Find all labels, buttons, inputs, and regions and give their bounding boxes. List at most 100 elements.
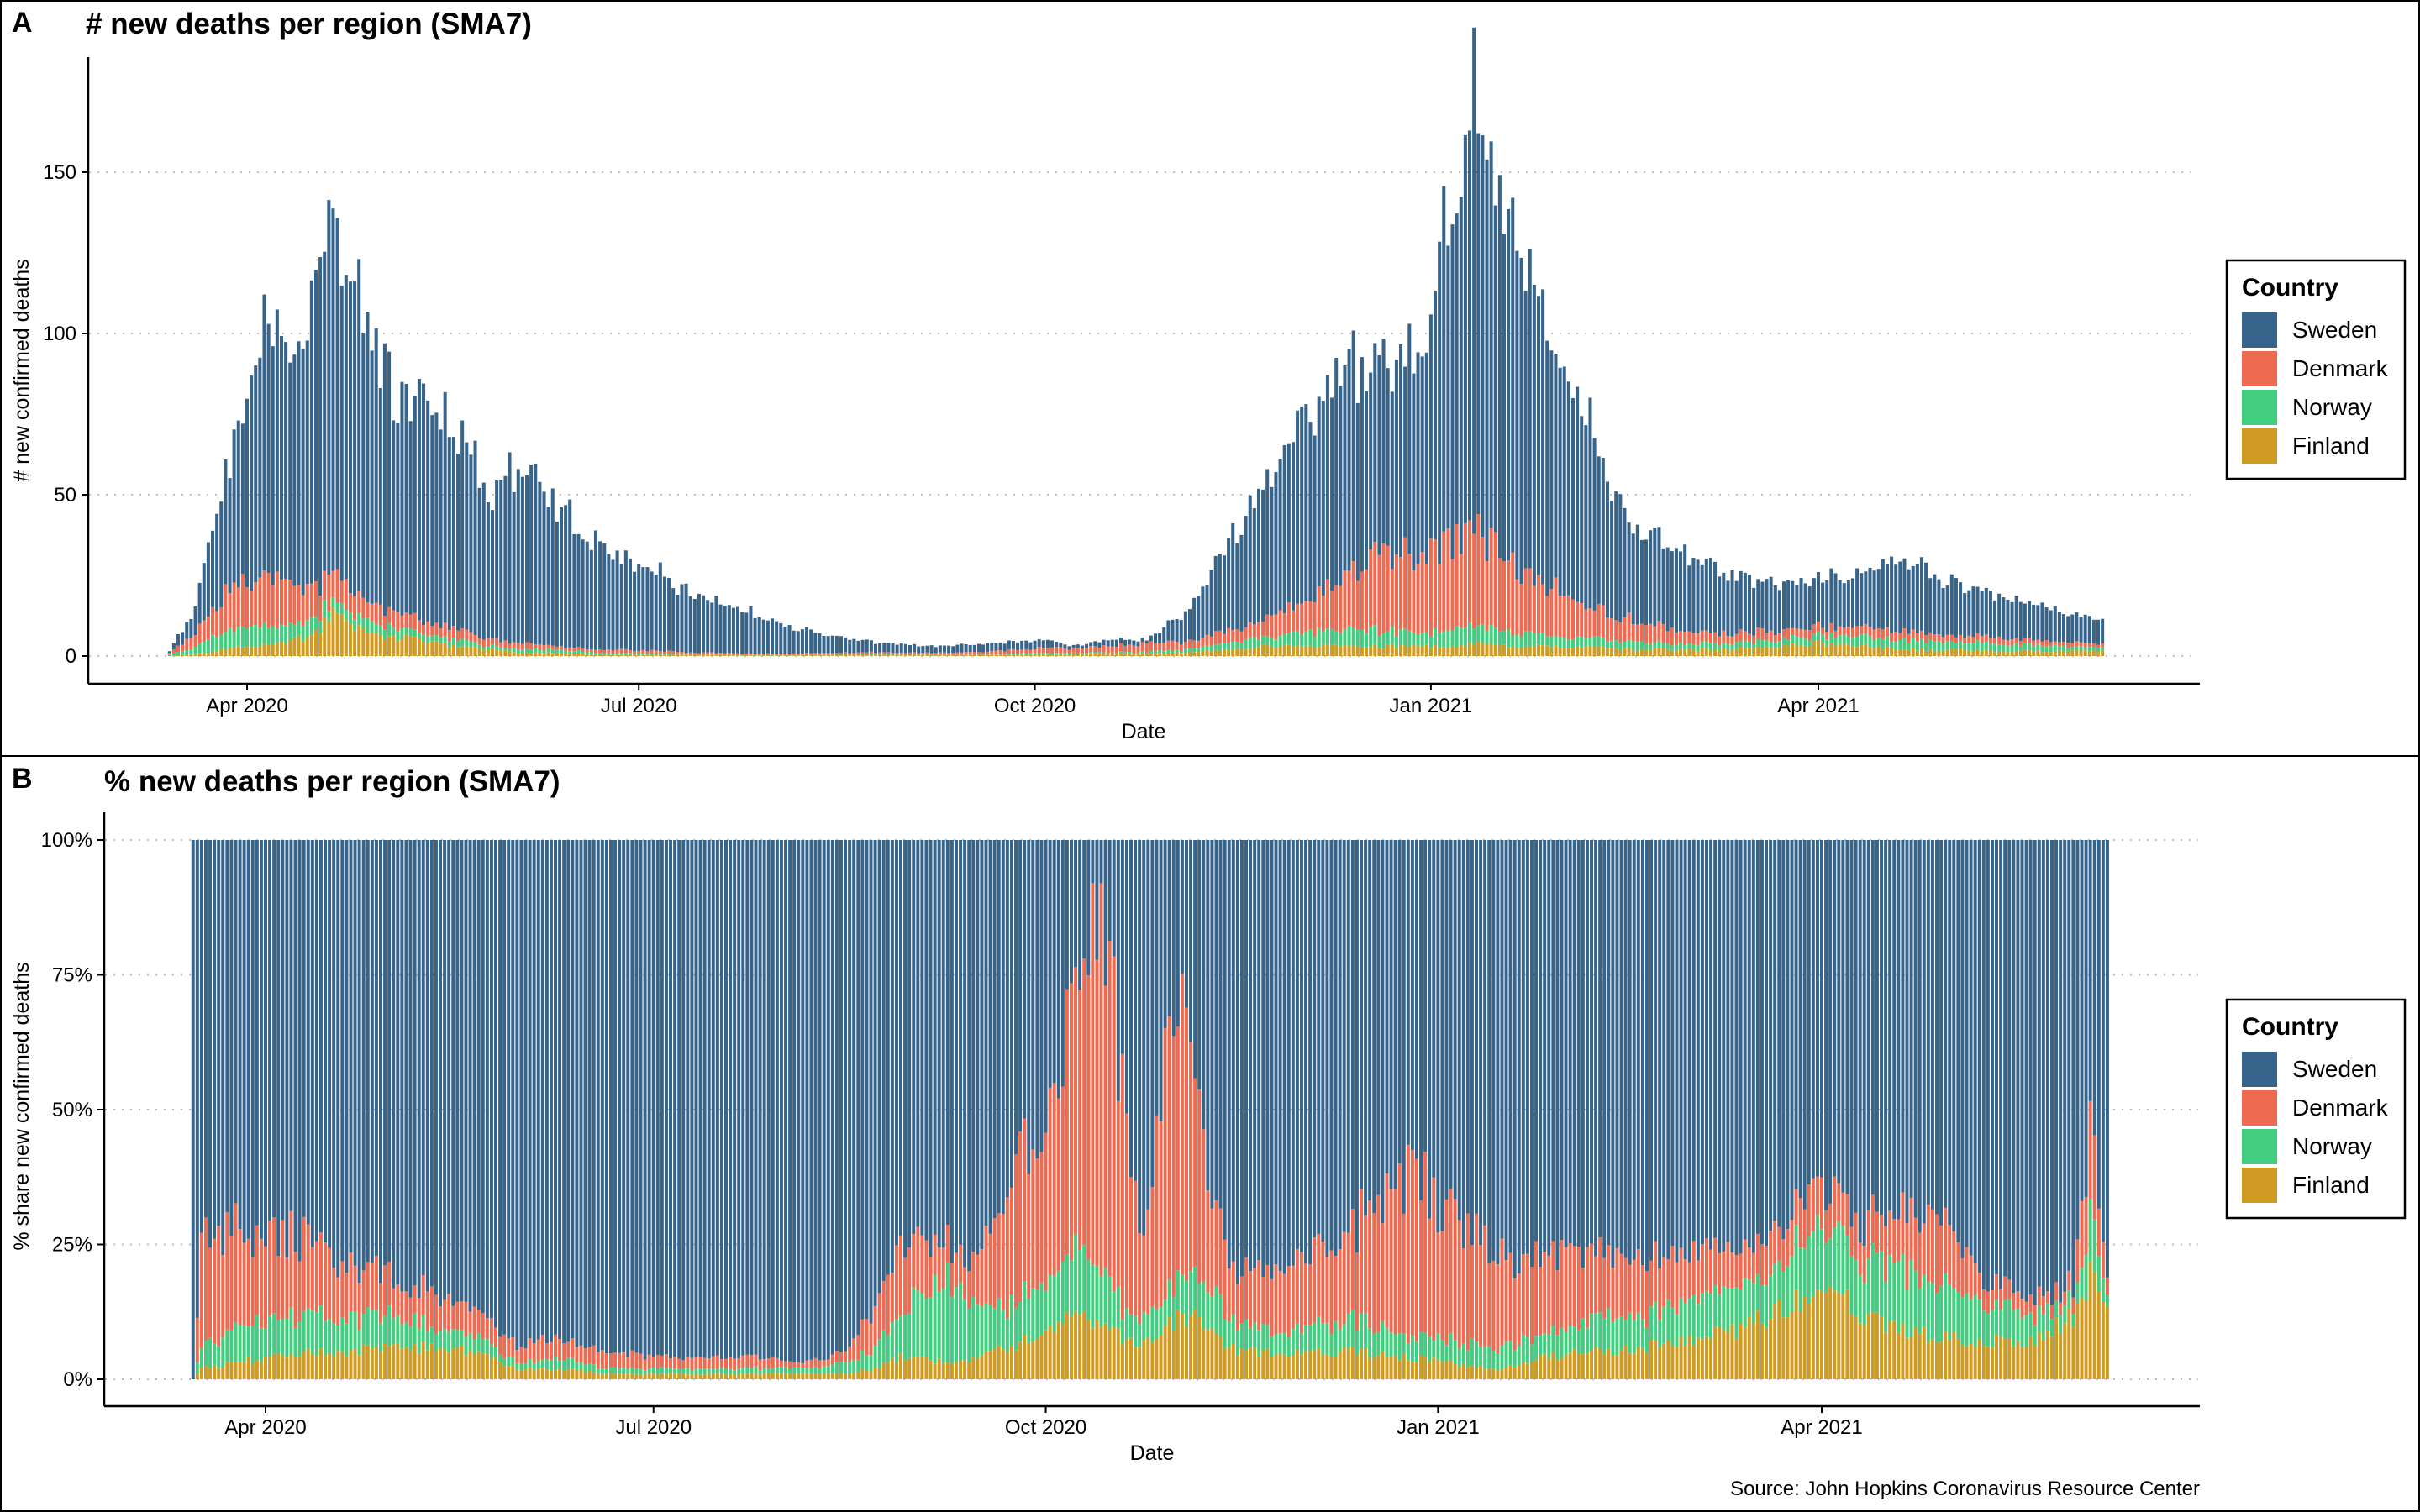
bar-sweden: [331, 208, 335, 571]
bar-finland: [481, 650, 486, 656]
bar-finland: [1562, 648, 1566, 656]
bar-sweden: [1377, 354, 1381, 555]
bar-denmark: [1866, 1210, 1870, 1259]
bar-finland: [213, 1364, 217, 1379]
bar-denmark: [1286, 602, 1291, 633]
bar-sweden: [1252, 508, 1256, 625]
bar-sweden: [585, 541, 589, 650]
bar-finland: [1786, 1317, 1790, 1379]
bar-finland: [366, 1345, 370, 1379]
bar-sweden: [852, 840, 856, 1339]
bar-denmark: [1218, 630, 1222, 644]
bar-denmark: [886, 1274, 890, 1336]
bar-norway: [1440, 1339, 1444, 1362]
bar-norway: [197, 643, 202, 654]
bar-norway: [960, 654, 964, 656]
bar-sweden: [1368, 840, 1372, 1201]
bar-sweden: [1339, 386, 1343, 586]
bar-sweden: [1001, 840, 1005, 1215]
bar-sweden: [809, 629, 813, 654]
bar-norway: [1837, 1221, 1841, 1293]
bar-denmark: [366, 1262, 370, 1308]
bar-sweden: [357, 259, 361, 591]
bar-sweden: [1566, 381, 1570, 596]
bar-denmark: [834, 653, 839, 654]
bar-norway: [336, 1325, 340, 1352]
bar-sweden: [1782, 581, 1786, 630]
chart-title-a: # new deaths per region (SMA7): [86, 8, 532, 40]
bar-finland: [1756, 646, 1760, 656]
bar-norway: [765, 654, 770, 656]
bar-denmark: [822, 1360, 826, 1367]
bar-norway: [1905, 1290, 1909, 1338]
bar-denmark: [1918, 1232, 1922, 1289]
bar-finland: [634, 1374, 639, 1379]
bar-finland: [727, 655, 731, 656]
bar-denmark: [228, 593, 232, 628]
bar-denmark: [1988, 638, 1992, 644]
bar-finland: [1468, 642, 1472, 656]
bar-finland: [589, 654, 593, 656]
bar-norway: [796, 654, 800, 656]
bar-sweden: [1369, 372, 1373, 550]
bar-finland: [1296, 645, 1300, 656]
bar-norway: [1005, 1318, 1009, 1353]
bar-finland: [1825, 646, 1829, 656]
bar-finland: [766, 1373, 771, 1379]
bar-norway: [750, 1368, 754, 1373]
bar-denmark: [379, 1283, 382, 1323]
bar-sweden: [579, 840, 583, 1346]
bar-denmark: [1528, 568, 1532, 632]
bar-finland: [318, 633, 323, 656]
bar-sweden: [1500, 840, 1504, 1239]
bar-finland: [1670, 1345, 1675, 1379]
bar-finland: [1971, 651, 1975, 656]
bar-finland: [667, 654, 671, 656]
bar-denmark: [1627, 612, 1631, 640]
bar-norway: [593, 653, 597, 655]
bar-norway: [1205, 645, 1209, 651]
bar-norway: [1816, 631, 1821, 640]
bar-finland: [1933, 650, 1937, 656]
bar-sweden: [2087, 616, 2091, 644]
bar-denmark: [213, 1238, 217, 1344]
bar-denmark: [1828, 1203, 1833, 1239]
bar-sweden: [246, 840, 250, 1239]
bar-denmark: [1014, 1154, 1018, 1309]
bar-sweden: [1007, 640, 1011, 649]
bar-norway: [1428, 636, 1433, 648]
bar-norway: [566, 1357, 571, 1370]
bar-denmark: [417, 1298, 421, 1329]
bar-sweden: [1176, 840, 1180, 1027]
bar-denmark: [1890, 633, 1894, 641]
bar-finland: [379, 1352, 382, 1379]
bar-denmark: [1584, 609, 1588, 638]
bar-denmark: [1223, 1239, 1227, 1320]
bar-sweden: [1658, 840, 1662, 1268]
bar-norway: [1187, 648, 1192, 652]
bar-norway: [1261, 635, 1265, 645]
bar-sweden: [1615, 840, 1619, 1248]
bar-finland: [1419, 1355, 1423, 1379]
bar-finland: [1965, 1346, 1969, 1379]
bar-norway: [361, 618, 366, 629]
bar-finland: [602, 654, 607, 656]
bar-denmark: [955, 1252, 958, 1288]
bar-sweden: [1308, 840, 1313, 1264]
bar-finland: [718, 654, 723, 656]
bar-denmark: [998, 650, 1002, 654]
bar-denmark: [1948, 1225, 1952, 1284]
bar-norway: [396, 631, 400, 641]
bar-norway: [489, 1344, 493, 1359]
bar-sweden: [1476, 133, 1481, 515]
bar-norway: [1041, 653, 1045, 654]
bar-denmark: [302, 1216, 306, 1311]
bar-norway: [408, 1326, 413, 1351]
bar-norway: [1850, 637, 1854, 647]
bar-finland: [1089, 653, 1093, 656]
bar-finland: [908, 655, 912, 656]
bar-denmark: [1011, 648, 1015, 654]
bar-sweden: [660, 840, 664, 1356]
bar-norway: [1937, 640, 1941, 651]
bar-norway: [718, 654, 723, 655]
